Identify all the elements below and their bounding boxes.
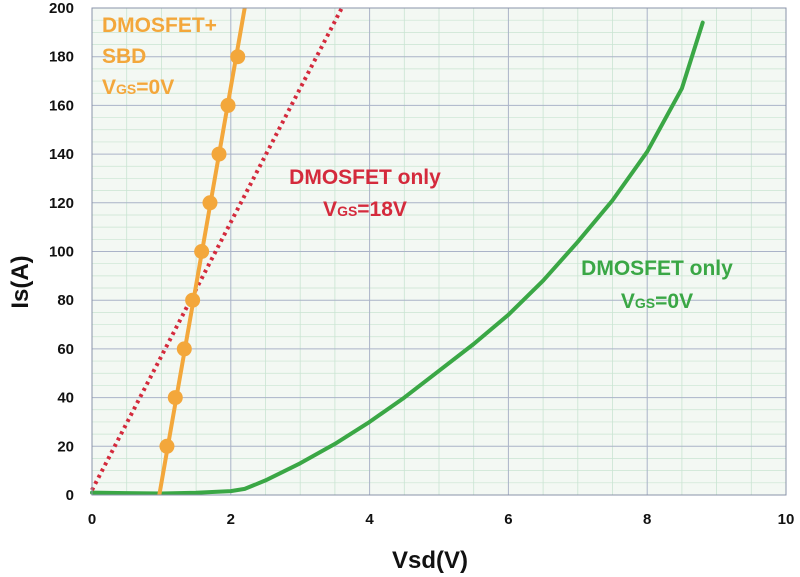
series-marker-sbd — [176, 341, 192, 357]
series-annotation-label: DMOSFET only — [581, 257, 733, 280]
y-tick-label: 20 — [57, 438, 74, 455]
series-line-dmosfet-vgs0 — [90, 20, 705, 496]
y-tick-label: 100 — [49, 244, 74, 261]
series-annotation-vgs: VGS=0V — [621, 290, 693, 313]
x-axis-title: Vsd(V) — [392, 547, 468, 574]
series-marker-sbd — [159, 438, 175, 454]
series-annotation-label: DMOSFET only — [289, 166, 441, 189]
y-axis-title: Is(A) — [7, 255, 34, 308]
x-tick-label: 0 — [88, 511, 96, 528]
series-annotation-label: SBD — [102, 45, 146, 68]
x-tick-label: 2 — [227, 511, 235, 528]
series-marker-sbd — [211, 146, 227, 162]
series-annotation-label: DMOSFET+ — [102, 14, 217, 37]
x-tick-label: 4 — [365, 511, 374, 528]
series-annotation-vgs: VGS=18V — [323, 198, 407, 221]
y-tick-label: 60 — [57, 341, 74, 358]
series-annotation-vgs: VGS=0V — [102, 76, 174, 99]
x-tick-label: 6 — [504, 511, 512, 528]
series-layer — [90, 7, 705, 496]
y-tick-label: 180 — [49, 49, 74, 66]
series-marker-sbd — [220, 97, 236, 113]
annotation-layer: DMOSFET+ SBD VGS=0V DMOSFET only VGS=18V DMOS… — [102, 14, 733, 313]
y-tick-label: 160 — [49, 97, 74, 114]
series-marker-sbd — [194, 244, 210, 259]
x-tick-label: 10 — [778, 511, 795, 528]
y-tick-label: 40 — [57, 390, 74, 407]
series-marker-sbd — [185, 292, 201, 308]
y-tick-labels: 0 20 40 60 80 100 120 140 160 180 200 — [49, 0, 74, 504]
y-tick-label: 140 — [49, 146, 74, 163]
y-tick-label: 80 — [57, 292, 74, 309]
x-tick-label: 8 — [643, 511, 651, 528]
y-tick-label: 120 — [49, 195, 74, 212]
y-tick-label: 200 — [49, 0, 74, 17]
y-tick-label: 0 — [66, 487, 74, 504]
plot-frame — [91, 7, 787, 496]
series-marker-sbd — [230, 49, 246, 65]
series-marker-sbd — [167, 390, 183, 406]
x-tick-labels: 0 2 4 6 8 10 — [88, 511, 795, 528]
series-marker-sbd — [202, 195, 218, 211]
